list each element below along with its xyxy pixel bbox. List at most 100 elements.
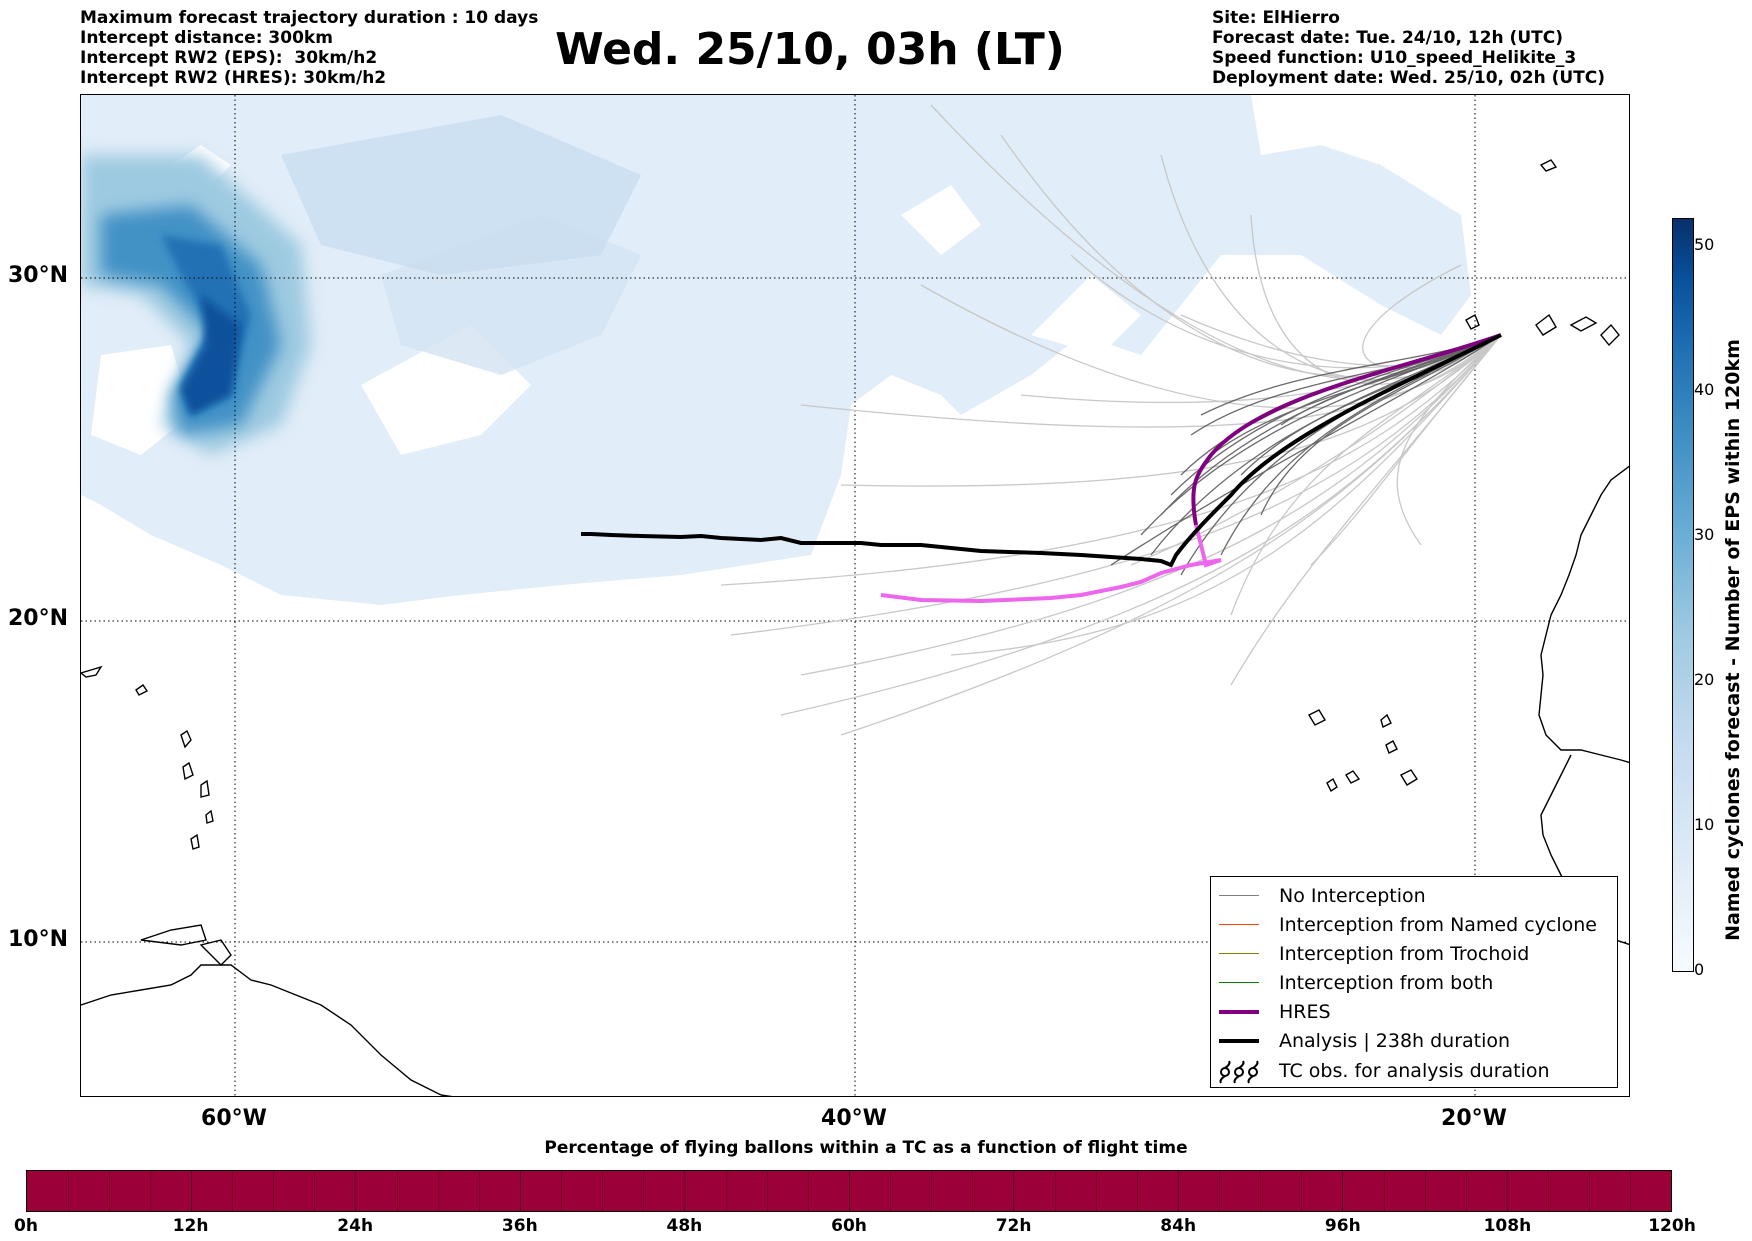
lesser-antilles-3 (200, 779, 210, 798)
legend-item-both: Interception from both (1215, 970, 1493, 996)
cape-verde-2 (1380, 713, 1392, 729)
trajectory (1110, 334, 1502, 566)
hres-trajectory (1191, 333, 1502, 526)
cape-verde-3 (1385, 740, 1398, 754)
progress-tick-label: 120h (1648, 1216, 1696, 1236)
trajectory (950, 334, 1502, 656)
tropical-cyclone-icon (1215, 1058, 1263, 1084)
progress-segment (685, 1171, 850, 1211)
cape-verde-1 (1308, 709, 1326, 726)
colorbar-tick: 30 (1694, 525, 1715, 544)
deployment-date-text: Deployment date: Wed. 25/10, 02h (UTC) (1212, 68, 1606, 88)
site-text: Site: ElHierro (1212, 8, 1340, 28)
colorbar-title: Named cyclones forecast - Number of EPS … (1722, 339, 1744, 941)
progress-segment (849, 1171, 1014, 1211)
progress-segment (27, 1171, 192, 1211)
run-info-left: Maximum forecast trajectory duration : 1… (80, 8, 538, 88)
trajectory (840, 334, 1502, 487)
colorbar-tick: 40 (1694, 380, 1715, 399)
tenerife-island (1569, 316, 1598, 332)
el-hierro-island (1465, 314, 1480, 330)
progress-tick-label: 96h (1324, 1216, 1361, 1236)
madeira-island (1539, 159, 1558, 172)
trajectory (1230, 334, 1502, 616)
progress-segment (1343, 1171, 1508, 1211)
trajectory (780, 334, 1502, 716)
progress-segment (1178, 1171, 1343, 1211)
colorbar (1672, 218, 1694, 972)
colorbar-tick: 50 (1694, 235, 1715, 254)
progress-tick-label: 24h (337, 1216, 374, 1236)
legend-item-named-cyclone: Interception from Named cyclone (1215, 912, 1597, 938)
trajectory (1280, 334, 1502, 426)
progress-segment (356, 1171, 521, 1211)
speed-function-text: Speed function: U10_speed_Helikite_3 (1212, 48, 1577, 68)
cyclone-density-field (81, 95, 1471, 605)
intercept-distance-text: Intercept distance: 300km (80, 28, 333, 48)
progress-tick-label: 72h (995, 1216, 1032, 1236)
map-title: Wed. 25/10, 03h (LT) (555, 24, 1065, 75)
progress-segment (520, 1171, 685, 1211)
legend-item-tc-obs: TC obs. for analysis duration (1215, 1058, 1550, 1084)
cape-verde-6 (1326, 777, 1338, 793)
progress-tick-label: 84h (1160, 1216, 1197, 1236)
trajectory (1130, 334, 1502, 566)
lesser-antilles-1 (180, 729, 192, 749)
lesser-antilles-4 (205, 809, 214, 824)
run-info-right: Site: ElHierro Forecast date: Tue. 24/10… (1212, 8, 1605, 88)
legend-item-hres: HRES (1215, 999, 1331, 1025)
intercept-eps-text: Intercept RW2 (EPS): 30km/h2 (80, 48, 378, 68)
lon-label-40w: 40°W (821, 1106, 887, 1131)
progress-title: Percentage of flying ballons within a TC… (544, 1138, 1188, 1158)
colorbar-tick: 20 (1694, 670, 1715, 689)
ensemble-tracks-core (1110, 334, 1502, 576)
progress-segment (1507, 1171, 1671, 1211)
progress-tick-label: 48h (666, 1216, 703, 1236)
hres-trajectory-tail (880, 524, 1222, 604)
progress-tick-label: 60h (831, 1216, 867, 1236)
cape-verde-4 (1345, 770, 1361, 784)
map-panel[interactable] (80, 94, 1630, 1097)
map-canvas (81, 95, 1629, 1096)
lat-label-10n: 10°N (8, 927, 69, 952)
progress-segment (1014, 1171, 1179, 1211)
progress-tick-label: 0h (14, 1216, 38, 1236)
canary-island-east (1600, 323, 1620, 347)
trajectory (800, 334, 1502, 676)
analysis-trajectory (581, 333, 1502, 568)
colorbar-tick: 0 (1694, 960, 1705, 979)
trajectory (1396, 334, 1502, 546)
trajectory (1260, 334, 1502, 516)
virgin-islands (135, 684, 149, 696)
legend-item-analysis: Analysis | 238h duration (1215, 1028, 1510, 1054)
legend-item-trochoid: Interception from Trochoid (1215, 941, 1529, 967)
puerto-rico-island (81, 665, 103, 678)
la-palma-island (1535, 313, 1557, 336)
coastlines (81, 159, 1629, 1096)
lesser-antilles-5 (190, 833, 200, 850)
trajectory (800, 334, 1502, 428)
lat-label-20n: 20°N (8, 606, 69, 631)
max-duration-text: Maximum forecast trajectory duration : 1… (80, 8, 539, 28)
lat-label-30n: 30°N (8, 263, 69, 288)
forecast-date-text: Forecast date: Tue. 24/10, 12h (UTC) (1212, 28, 1563, 48)
africa-coast-north (1538, 465, 1629, 764)
trajectory (920, 284, 1502, 409)
cape-verde-5 (1400, 769, 1418, 786)
progress-segment (191, 1171, 356, 1211)
progress-tick-label: 36h (501, 1216, 538, 1236)
trinidad-island (199, 939, 232, 966)
lon-label-60w: 60°W (201, 1106, 267, 1131)
lesser-antilles-2 (182, 761, 194, 781)
colorbar-tick: 10 (1694, 815, 1715, 834)
trajectory (730, 334, 1502, 636)
map-legend: No Interception Interception from Named … (1210, 876, 1618, 1088)
trajectory (1310, 334, 1502, 566)
lon-label-20w: 20°W (1441, 1106, 1507, 1131)
trajectory (1140, 334, 1502, 536)
intercept-hres-text: Intercept RW2 (HRES): 30km/h2 (80, 68, 387, 88)
progress-tick-label: 12h (172, 1216, 209, 1236)
legend-item-no-interception: No Interception (1215, 883, 1426, 909)
south-america-coast (81, 964, 453, 1096)
venezuela-islands (140, 924, 207, 946)
